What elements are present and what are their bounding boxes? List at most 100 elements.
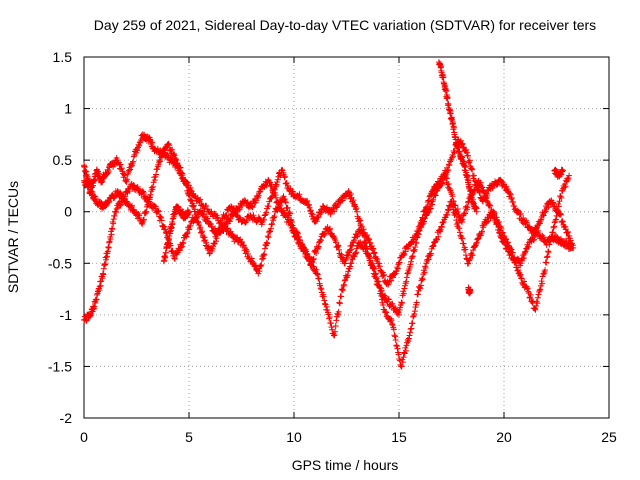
data-point — [559, 167, 566, 174]
data-point — [336, 246, 342, 253]
data-point — [141, 193, 148, 200]
data-point — [380, 272, 387, 279]
data-point — [103, 256, 110, 263]
data-point — [407, 261, 414, 268]
data-point — [364, 232, 371, 239]
data-point — [296, 191, 303, 198]
data-point — [265, 203, 272, 210]
data-point — [328, 324, 335, 331]
data-point — [408, 325, 415, 332]
data-point — [333, 317, 340, 324]
data-point — [281, 174, 288, 181]
data-point — [321, 232, 328, 239]
data-point — [238, 202, 245, 209]
data-point — [378, 296, 385, 303]
data-point — [450, 206, 457, 213]
data-point — [261, 251, 268, 258]
data-point — [372, 270, 379, 277]
data-point — [473, 239, 480, 246]
data-point — [413, 299, 420, 306]
data-point — [540, 212, 547, 219]
data-point — [385, 296, 392, 303]
data-point — [179, 172, 186, 179]
data-point — [465, 158, 472, 165]
x-tick-label: 15 — [391, 429, 407, 445]
data-point — [261, 212, 268, 219]
data-point — [534, 294, 541, 301]
data-point — [192, 206, 198, 213]
data-point — [372, 271, 379, 278]
data-point — [339, 197, 346, 204]
data-point — [158, 217, 165, 224]
data-point — [513, 264, 520, 271]
data-point — [479, 228, 486, 235]
data-point — [307, 207, 314, 214]
data-point — [439, 219, 446, 226]
data-point — [313, 266, 320, 273]
data-point — [243, 248, 250, 255]
data-point — [332, 328, 339, 335]
data-point — [483, 194, 490, 201]
data-point — [245, 250, 252, 257]
data-point — [269, 220, 276, 227]
data-point — [117, 161, 124, 168]
data-point — [484, 198, 491, 205]
data-point — [402, 344, 409, 351]
data-point — [508, 196, 515, 203]
data-point — [475, 187, 482, 194]
data-point — [383, 309, 390, 316]
data-point — [135, 211, 142, 218]
data-point — [207, 221, 214, 228]
data-point — [450, 198, 457, 205]
data-point — [193, 214, 200, 221]
data-point — [498, 225, 505, 232]
data-point — [298, 241, 305, 248]
data-point — [438, 179, 444, 186]
data-point — [445, 181, 452, 188]
data-point — [342, 257, 349, 264]
data-point — [410, 313, 417, 320]
data-point — [129, 202, 135, 209]
data-point — [422, 264, 429, 271]
data-point — [282, 199, 289, 206]
data-point — [267, 228, 274, 235]
data-point — [537, 217, 544, 224]
y-tick-label: -0.5 — [48, 255, 72, 271]
data-point — [314, 271, 321, 278]
data-point — [187, 196, 194, 203]
data-point — [381, 292, 387, 299]
data-point — [558, 194, 565, 201]
data-point — [394, 265, 401, 272]
data-point — [208, 223, 215, 230]
data-point — [335, 311, 342, 318]
data-point — [320, 293, 327, 300]
data-point — [487, 202, 494, 209]
data-point — [422, 263, 429, 270]
data-point — [360, 226, 367, 233]
data-point — [197, 196, 204, 203]
data-point — [109, 225, 116, 232]
data-point — [209, 245, 216, 252]
data-point — [561, 184, 568, 191]
data-point — [401, 350, 408, 357]
data-point — [536, 287, 543, 294]
data-point — [179, 208, 186, 215]
data-point — [367, 239, 374, 246]
x-tick-label: 25 — [601, 429, 617, 445]
y-tick-label: 1.5 — [53, 49, 73, 65]
data-point — [197, 207, 204, 214]
data-point — [402, 282, 408, 289]
data-point — [353, 249, 360, 256]
data-point — [510, 199, 516, 206]
data-point — [504, 243, 511, 250]
data-point — [393, 342, 400, 349]
data-point — [541, 209, 548, 216]
data-point — [507, 249, 513, 256]
data-point — [166, 142, 173, 149]
data-point — [273, 181, 280, 188]
data-point — [350, 197, 357, 204]
data-point — [172, 156, 179, 163]
data-point — [447, 110, 454, 117]
data-point — [524, 285, 531, 292]
data-point — [338, 293, 345, 300]
